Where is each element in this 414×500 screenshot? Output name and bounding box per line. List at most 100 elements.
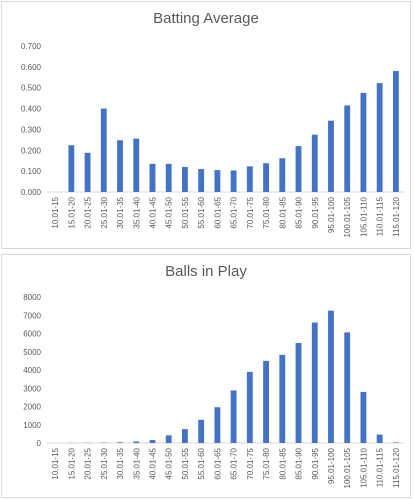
y-tick-label: 4000	[23, 366, 41, 375]
chart-title: Balls in Play	[165, 263, 247, 280]
x-tick-label: 35.01-40	[132, 196, 141, 228]
y-tick-label: 5000	[23, 348, 41, 357]
balls-in-play-chart: 0 1000 2000 3000 4000 5000 6000 7000 8000 10.01-1…	[23, 293, 404, 488]
bar-40.01-45	[149, 163, 156, 192]
x-tick-label: 85.01-90	[295, 447, 304, 479]
bar-75.01-80	[263, 360, 269, 444]
bar-70.01-75	[246, 166, 253, 192]
y-tick-label: 3000	[23, 384, 41, 393]
balls-in-play-chart-panel: Balls in Play 0 1000 2000 3000 4000 5000 6000 7…	[1, 254, 411, 498]
bar-40.01-45	[149, 440, 156, 443]
x-tick-label: 20.01-25	[84, 196, 93, 228]
bar-45.01-50	[165, 163, 172, 192]
chart-title: Batting Average	[153, 10, 259, 27]
x-tick-label: 55.01-60	[197, 447, 206, 479]
bar-115.01-120	[392, 71, 399, 192]
x-tick-label: 15.01-20	[67, 196, 76, 228]
bar-75.01-80	[263, 163, 269, 192]
y-tick-label: 7000	[23, 311, 41, 320]
y-tick-label: 0.500	[21, 84, 42, 93]
bar-85.01-90	[295, 146, 302, 192]
x-tick-label: 40.01-45	[148, 196, 157, 228]
y-tick-label: 0.400	[21, 105, 42, 114]
bar-25.01-30	[100, 108, 107, 192]
x-tick-label: 75.01-80	[262, 196, 271, 228]
x-tick-label: 95.01-100	[327, 196, 336, 233]
x-tick-label: 60.01-65	[213, 447, 222, 479]
bar-90.01-95	[311, 322, 318, 443]
bar-100.01-105	[344, 105, 351, 192]
x-tick-label: 10.01-15	[51, 447, 60, 479]
bar-50.01-55	[182, 429, 188, 443]
bar-65.01-70	[230, 390, 237, 443]
bar-70.01-75	[246, 371, 253, 443]
x-tick-label: 55.01-60	[197, 196, 206, 228]
bar-100.01-105	[344, 332, 351, 443]
x-tick-label: 50.01-55	[181, 447, 190, 479]
x-tick-label: 85.01-90	[295, 196, 304, 228]
x-tick-label: 70.01-75	[246, 196, 255, 228]
y-tick-label: 0.000	[21, 188, 42, 197]
y-tick-label: 0.200	[21, 146, 42, 155]
bar-30.01-35	[117, 442, 123, 443]
batting-average-chart: 0.000 0.100 0.200 0.300 0.400 0.500 0.600 0.700…	[21, 42, 404, 237]
y-tick-label: 0	[37, 439, 42, 448]
x-tick-label: 100.01-105	[343, 447, 352, 488]
x-tick-label: 45.01-50	[165, 447, 174, 479]
x-tick-label: 25.01-30	[100, 447, 109, 479]
bar-35.01-40	[133, 441, 140, 443]
bar-20.01-25	[84, 152, 91, 192]
x-tick-label: 115.01-120	[392, 196, 401, 236]
bar-35.01-40	[133, 138, 140, 192]
bar-85.01-90	[295, 342, 302, 443]
y-tick-label: 8000	[23, 293, 41, 302]
x-tick-label: 60.01-65	[213, 196, 222, 228]
x-tick-label: 65.01-70	[230, 447, 239, 479]
bar-15.01-20	[68, 145, 75, 192]
x-tick-label: 110.01-115	[376, 196, 385, 236]
bar-110.01-115	[376, 83, 383, 192]
x-tick-label: 15.01-20	[67, 447, 76, 479]
x-tick-label: 40.01-45	[148, 447, 157, 479]
x-tick-label: 30.01-35	[116, 447, 125, 479]
bar-95.01-100	[328, 310, 334, 443]
y-tick-label: 6000	[23, 330, 41, 339]
bar-50.01-55	[182, 166, 188, 192]
x-tick-label: 115.01-120	[392, 447, 401, 487]
bar-45.01-50	[165, 435, 172, 443]
x-tick-label: 110.01-115	[376, 447, 385, 487]
bar-60.01-65	[214, 407, 221, 443]
x-tick-label: 25.01-30	[100, 196, 109, 228]
y-tick-label: 0.100	[21, 167, 42, 176]
bar-95.01-100	[328, 120, 334, 192]
bar-60.01-65	[214, 170, 221, 192]
y-tick-label: 1000	[23, 421, 41, 430]
x-tick-label: 70.01-75	[246, 447, 255, 479]
y-tick-label: 0.600	[21, 63, 42, 72]
y-tick-label: 0.700	[21, 42, 42, 51]
bar-115.01-120	[392, 442, 399, 443]
x-tick-label: 80.01-85	[278, 196, 287, 228]
x-tick-label: 35.01-40	[132, 447, 141, 479]
bar-110.01-115	[376, 434, 383, 443]
batting-average-chart-panel: Batting Average 0.000 0.100 0.200 0.300 0.40…	[1, 1, 411, 249]
x-tick-label: 65.01-70	[230, 196, 239, 228]
x-tick-label: 80.01-85	[278, 447, 287, 479]
bar-80.01-85	[279, 158, 286, 192]
bar-105.01-110	[360, 92, 367, 192]
x-tick-label: 90.01-95	[311, 447, 320, 479]
x-tick-label: 10.01-15	[51, 196, 60, 228]
y-tick-label: 0.300	[21, 125, 42, 134]
bar-55.01-60	[198, 169, 205, 192]
x-tick-label: 95.01-100	[327, 447, 336, 484]
bar-105.01-110	[360, 391, 367, 443]
x-tick-label: 100.01-105	[343, 196, 352, 237]
bar-80.01-85	[279, 354, 286, 443]
bar-55.01-60	[198, 419, 205, 443]
bar-90.01-95	[311, 134, 318, 192]
x-tick-label: 90.01-95	[311, 196, 320, 228]
bar-65.01-70	[230, 170, 237, 192]
x-tick-label: 105.01-110	[359, 447, 368, 487]
x-tick-label: 30.01-35	[116, 196, 125, 228]
y-tick-label: 2000	[23, 403, 41, 412]
